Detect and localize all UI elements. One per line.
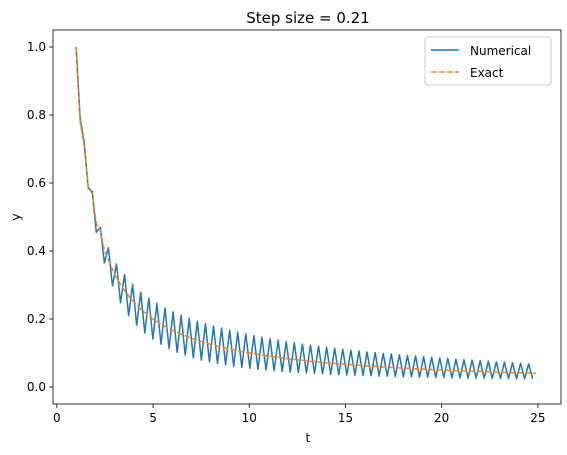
legend-label-numerical: Numerical — [470, 44, 531, 58]
series-line-exact — [75, 46, 537, 375]
legend: Numerical Exact — [424, 36, 552, 86]
y-tick-label: 0.6 — [27, 176, 46, 190]
y-tick-label: 1.0 — [27, 40, 46, 54]
x-tick-label: 5 — [149, 411, 157, 425]
series-line-numerical — [75, 46, 534, 380]
y-axis-ticks: 0.0 0.2 0.4 0.6 0.8 1.0 — [27, 40, 53, 394]
x-tick-label: 25 — [530, 411, 545, 425]
x-axis-label: t — [306, 430, 311, 445]
y-tick-label: 0.4 — [27, 244, 46, 258]
x-tick-label: 20 — [434, 411, 449, 425]
y-tick-label: 0.8 — [27, 108, 46, 122]
x-axis-ticks: 0 5 10 15 20 25 — [53, 404, 546, 425]
y-tick-label: 0.2 — [27, 312, 46, 326]
x-tick-label: 10 — [242, 411, 257, 425]
plot-area-frame — [52, 29, 562, 405]
y-tick-label: 0.0 — [27, 380, 46, 394]
x-tick-label: 15 — [338, 411, 353, 425]
x-tick-label: 0 — [53, 411, 61, 425]
chart-title: Step size = 0.21 — [246, 9, 370, 27]
legend-label-exact: Exact — [470, 66, 504, 80]
legend-box — [424, 36, 552, 86]
y-axis-label: y — [8, 213, 23, 221]
series-layer — [75, 46, 537, 380]
